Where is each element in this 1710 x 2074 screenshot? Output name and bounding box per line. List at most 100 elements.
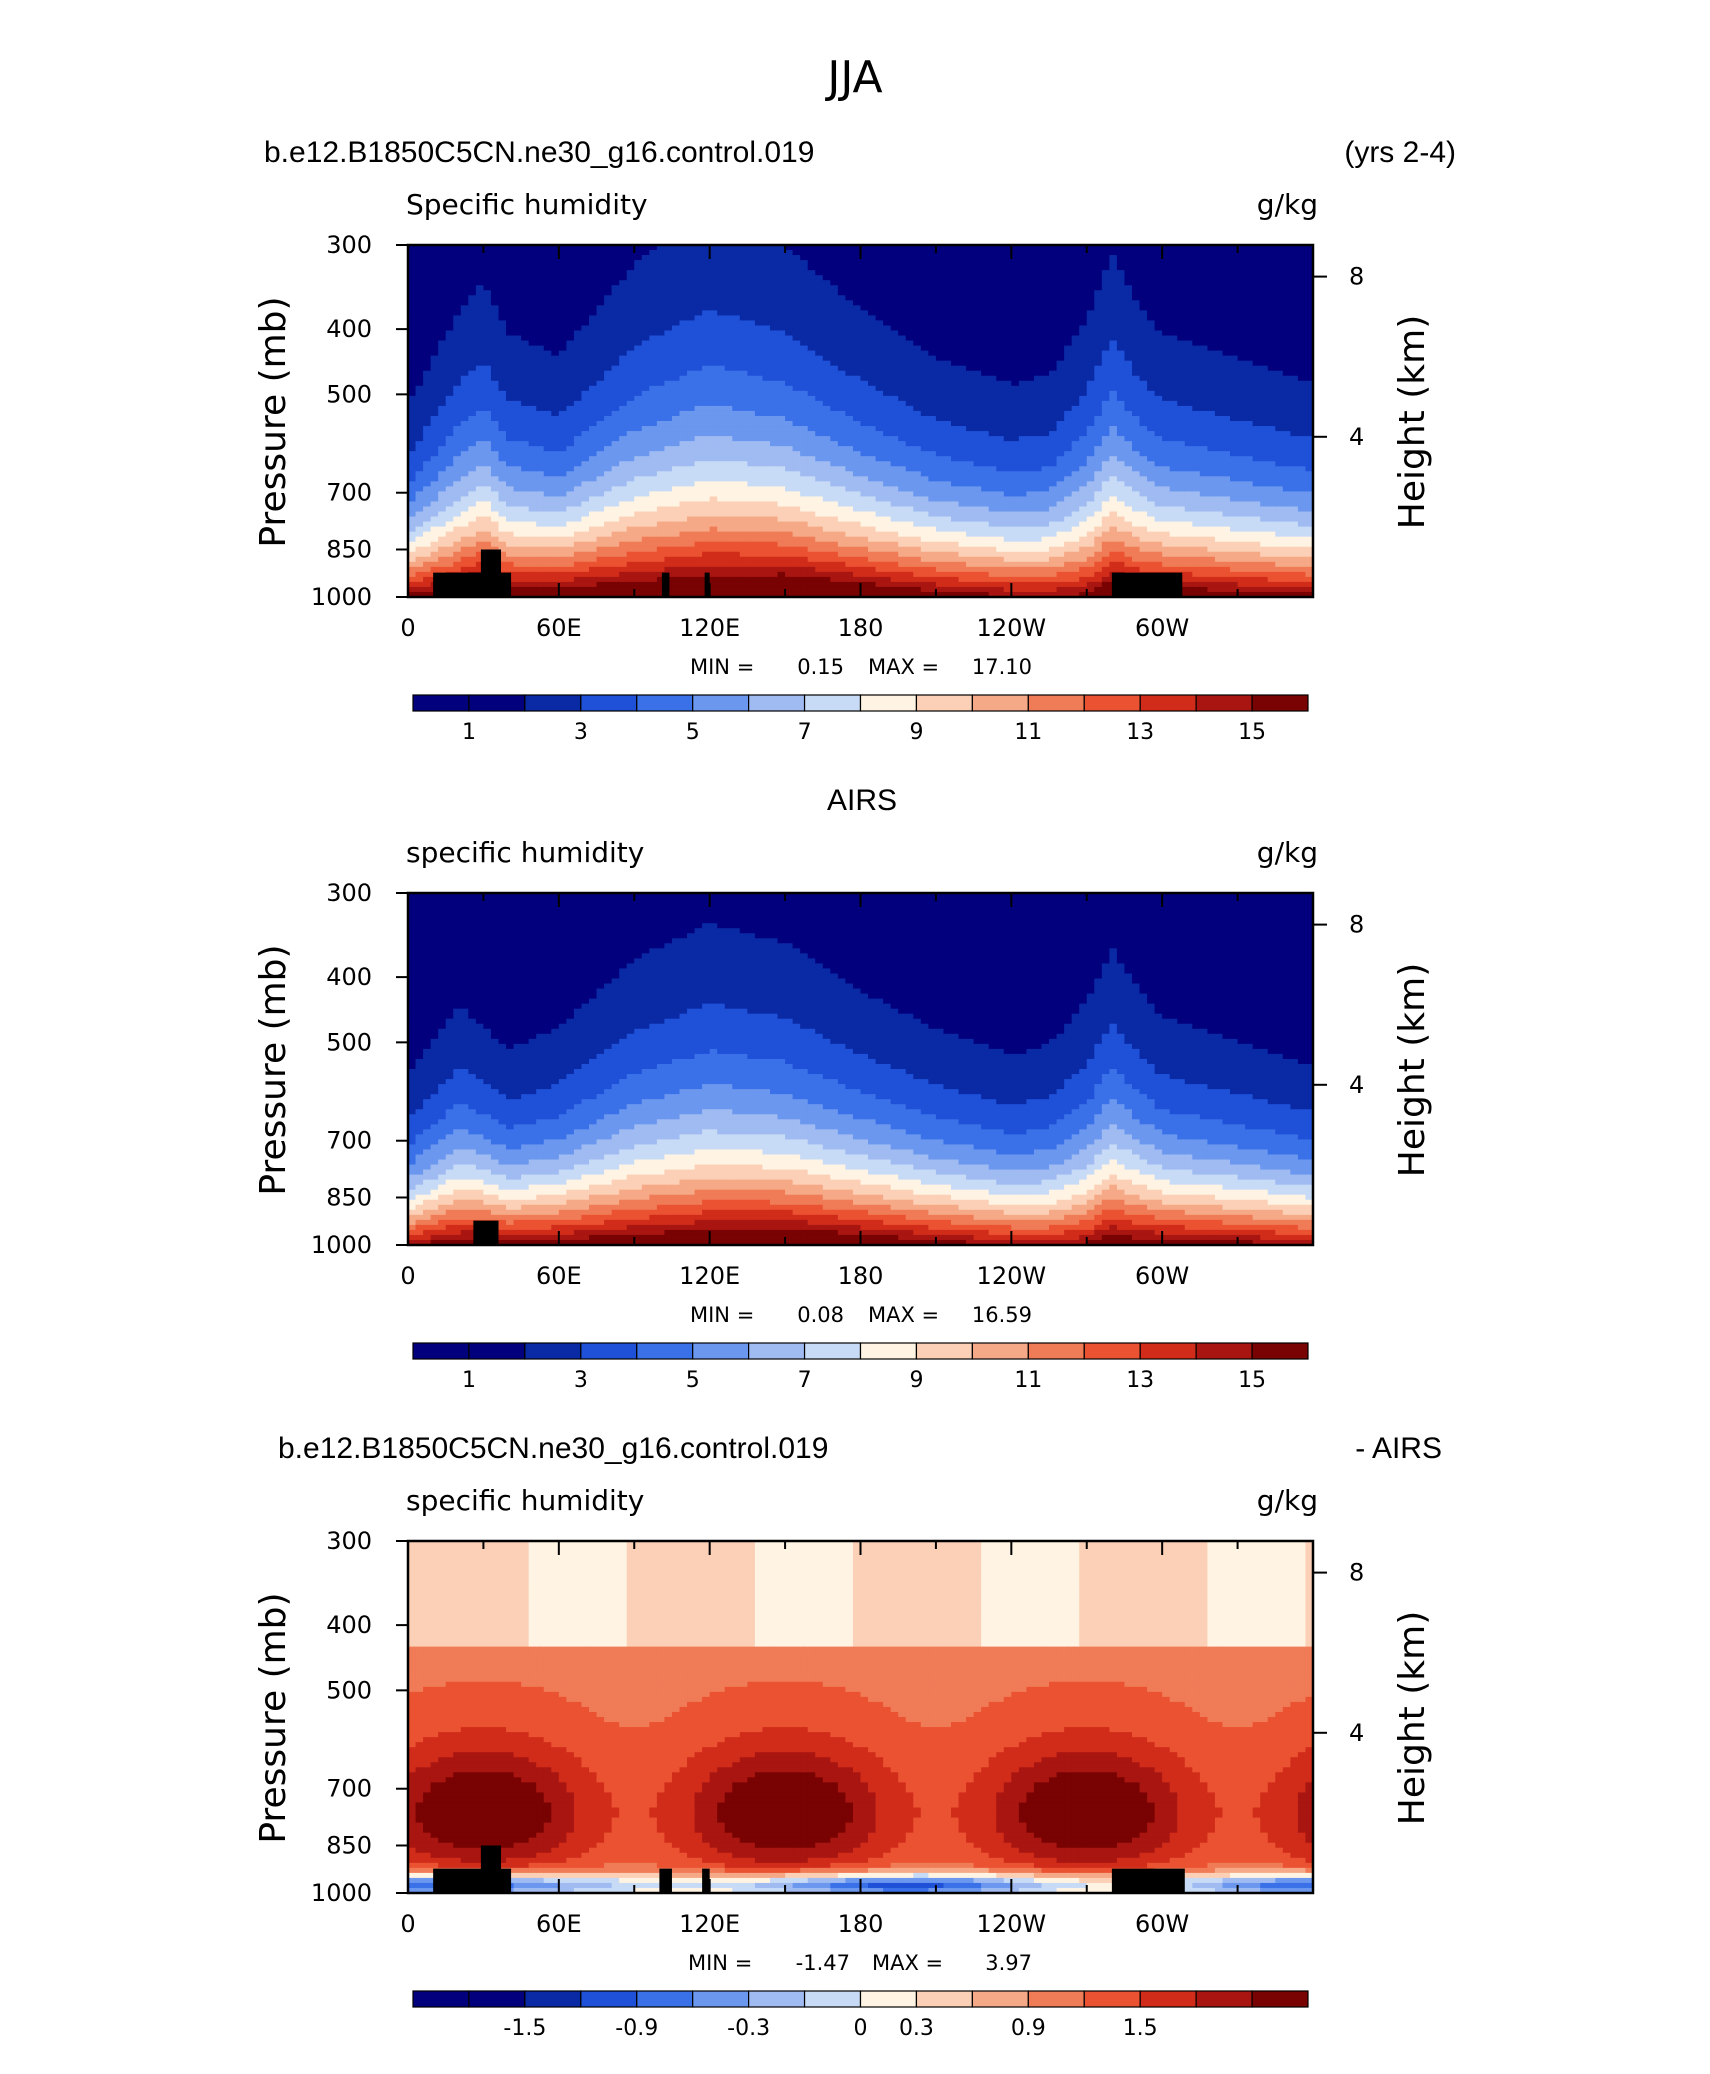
field-cell — [521, 315, 530, 322]
field-cell — [408, 506, 417, 513]
field-cell — [528, 355, 537, 362]
field-cell — [777, 345, 786, 352]
field-cell — [822, 290, 831, 296]
field-cell — [920, 536, 929, 543]
field-cell — [596, 380, 605, 387]
field-cell — [800, 581, 809, 588]
field-cell — [762, 255, 771, 261]
field-cell — [792, 385, 801, 392]
field-cell — [868, 556, 877, 563]
field-cell — [739, 506, 748, 513]
field-cell — [626, 506, 635, 513]
field-cell — [483, 441, 492, 447]
field-cell — [762, 481, 771, 487]
field-cell — [468, 506, 477, 513]
field-cell — [792, 421, 801, 427]
field-cell — [800, 400, 809, 407]
field-cell — [498, 491, 507, 498]
field-cell — [807, 501, 816, 508]
field-cell — [513, 426, 522, 432]
field-cell — [475, 340, 485, 347]
field-cell — [739, 320, 748, 327]
field-cell — [845, 566, 854, 573]
field-cell — [581, 541, 590, 548]
field-cell — [626, 340, 635, 347]
field-cell — [506, 451, 515, 457]
field-cell — [770, 365, 779, 372]
field-cell — [490, 506, 500, 513]
field-cell — [830, 250, 839, 256]
field-cell — [566, 501, 575, 508]
field-cell — [830, 275, 839, 281]
field-cell — [709, 245, 718, 251]
field-cell — [792, 536, 801, 543]
field-cell — [521, 581, 530, 588]
field-cell — [898, 496, 907, 503]
field-cell — [423, 551, 432, 558]
field-cell — [641, 255, 650, 261]
field-cell — [852, 506, 862, 513]
field-cell — [671, 496, 681, 503]
field-cell — [498, 421, 507, 427]
field-cell — [551, 390, 560, 397]
field-cell — [875, 335, 884, 342]
field-cell — [868, 330, 877, 337]
field-cell — [513, 551, 522, 558]
field-cell — [905, 335, 914, 342]
field-cell — [475, 410, 485, 417]
field-cell — [709, 290, 718, 296]
field-cell — [430, 481, 439, 487]
field-cell — [438, 390, 447, 397]
field-cell — [415, 446, 424, 452]
field-cell — [717, 325, 726, 332]
field-cell — [687, 506, 696, 513]
field-cell — [475, 491, 485, 498]
field-cell — [792, 431, 801, 437]
field-cell — [558, 335, 567, 342]
field-cell — [928, 551, 937, 558]
field-cell — [754, 451, 764, 457]
field-cell — [551, 476, 560, 482]
field-cell — [747, 566, 756, 573]
field-cell — [807, 345, 816, 352]
field-cell — [619, 446, 628, 452]
field-cell — [845, 315, 854, 322]
field-cell — [551, 446, 560, 452]
field-cell — [762, 546, 771, 553]
field-cell — [664, 451, 673, 457]
field-cell — [822, 320, 831, 327]
field-cell — [762, 280, 771, 286]
field-cell — [800, 421, 809, 427]
field-cell — [611, 496, 620, 503]
field-cell — [656, 546, 666, 553]
field-cell — [890, 426, 899, 432]
field-cell — [408, 410, 417, 417]
field-cell — [566, 576, 575, 583]
field-cell — [679, 295, 688, 301]
field-cell — [792, 521, 801, 528]
field-cell — [521, 506, 530, 513]
field-cell — [415, 405, 424, 412]
field-cell — [483, 255, 492, 261]
field-cell — [423, 400, 432, 407]
field-cell — [506, 290, 515, 296]
field-cell — [558, 466, 567, 472]
field-cell — [596, 390, 605, 397]
field-cell — [641, 561, 650, 568]
field-cell — [415, 431, 424, 437]
field-cell — [558, 476, 567, 482]
field-cell — [905, 431, 914, 437]
field-cell — [671, 360, 681, 367]
field-cell — [800, 340, 809, 347]
field-cell — [528, 486, 537, 492]
field-cell — [664, 431, 673, 437]
field-cell — [905, 325, 914, 332]
field-cell — [913, 365, 922, 372]
field-cell — [490, 436, 500, 442]
field-cell — [875, 295, 884, 301]
field-cell — [671, 355, 681, 362]
field-cell — [423, 466, 432, 472]
field-cell — [589, 310, 598, 316]
field-cell — [408, 546, 417, 553]
field-cell — [928, 446, 937, 452]
